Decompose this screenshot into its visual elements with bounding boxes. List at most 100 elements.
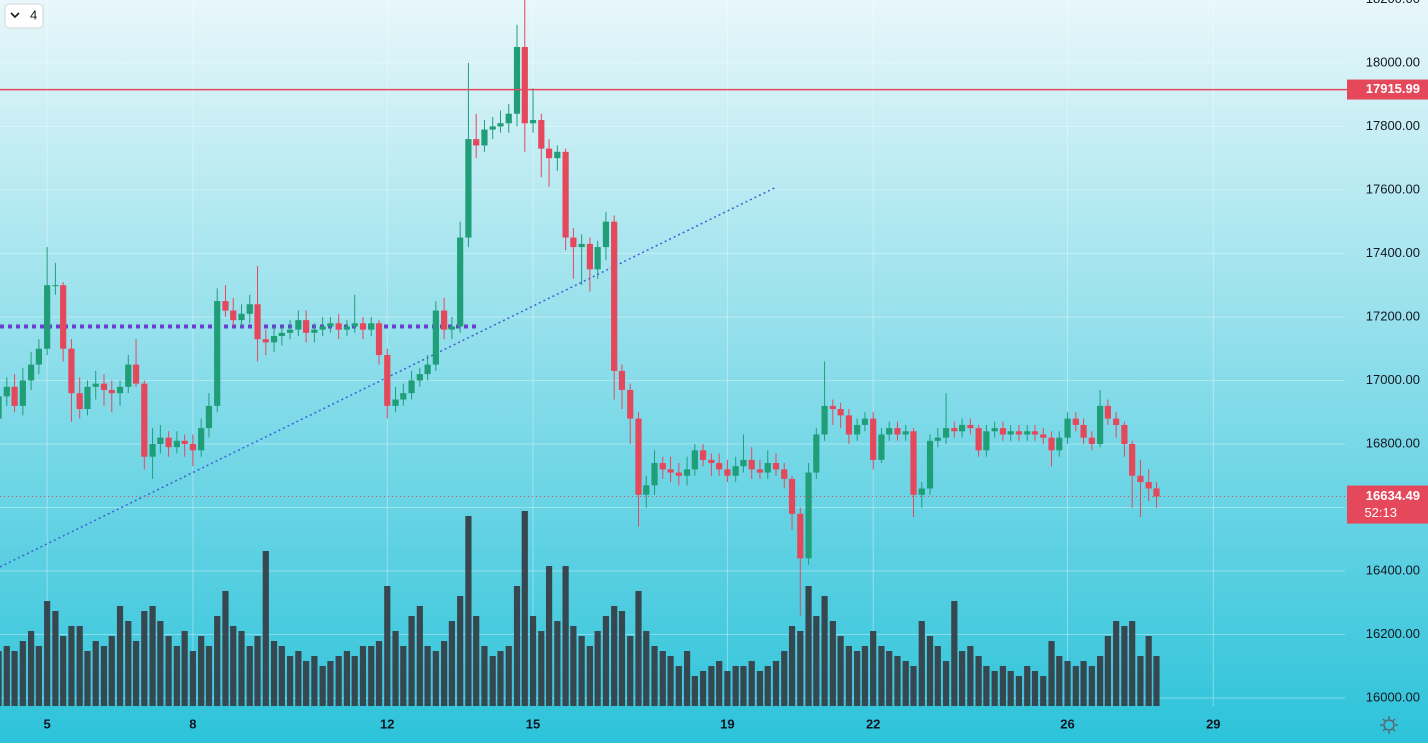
candle-body bbox=[983, 431, 990, 451]
candle-body bbox=[854, 424, 861, 435]
volume-bar bbox=[878, 646, 885, 706]
volume-bar bbox=[934, 646, 941, 706]
candle-body bbox=[886, 428, 893, 435]
volume-bar bbox=[594, 631, 601, 706]
candle-body bbox=[489, 126, 496, 130]
volume-bar bbox=[651, 646, 658, 706]
volume-bar bbox=[732, 666, 739, 706]
candle-body bbox=[967, 424, 974, 429]
candle-body bbox=[878, 434, 885, 460]
candle-body bbox=[375, 323, 383, 356]
candle-body bbox=[1153, 488, 1160, 497]
candle-body bbox=[125, 364, 132, 387]
volume-bar bbox=[1097, 656, 1104, 706]
volume-bar bbox=[894, 656, 901, 706]
volume-bar bbox=[837, 636, 844, 706]
volume-bar bbox=[295, 651, 302, 706]
y-tick-label: 16000.00 bbox=[1366, 689, 1420, 704]
volume-bar bbox=[618, 611, 626, 706]
volume-bar bbox=[999, 666, 1007, 706]
x-tick-label: 29 bbox=[1206, 716, 1220, 731]
candle-body bbox=[708, 459, 715, 464]
volume-bar bbox=[214, 616, 221, 706]
candle-body bbox=[311, 329, 318, 333]
candle-body bbox=[910, 431, 917, 495]
volume-bar bbox=[1121, 626, 1128, 706]
candle-body bbox=[132, 364, 140, 384]
volume-bar bbox=[1056, 656, 1063, 706]
volume-bar bbox=[772, 661, 780, 706]
y-tick-label: 17800.00 bbox=[1366, 118, 1420, 133]
alert-label: 17915.99 bbox=[1366, 81, 1420, 96]
candle-body bbox=[1048, 437, 1055, 451]
axis: 16000.0016200.0016400.0016600.0016800.00… bbox=[44, 0, 1428, 731]
button-box[interactable] bbox=[4, 3, 44, 29]
candle-body bbox=[165, 437, 172, 448]
candle-body bbox=[1080, 424, 1087, 438]
settings-icon[interactable] bbox=[1380, 716, 1398, 734]
y-tick-label: 18200.00 bbox=[1366, 0, 1420, 6]
candle-body bbox=[1072, 418, 1079, 425]
volume-bar bbox=[829, 621, 836, 706]
candle-body bbox=[1129, 443, 1136, 476]
candle-body bbox=[173, 440, 180, 448]
candle-body bbox=[108, 389, 115, 394]
volume-bar bbox=[181, 631, 188, 706]
candle-body bbox=[805, 472, 812, 559]
volume-bar bbox=[368, 646, 375, 706]
candle-body bbox=[189, 443, 197, 451]
candle-body bbox=[238, 313, 245, 321]
candle-body bbox=[1040, 434, 1047, 438]
volume-bar bbox=[35, 646, 42, 706]
volume-bar bbox=[262, 551, 269, 706]
toolbar-button[interactable]: 4 bbox=[4, 3, 44, 29]
candle-body bbox=[1137, 475, 1144, 483]
volume-bar bbox=[489, 656, 496, 706]
volume-bar bbox=[740, 666, 747, 706]
candle-body bbox=[691, 450, 698, 470]
candle-body bbox=[44, 285, 51, 349]
volume-bar bbox=[327, 661, 334, 706]
candle-body bbox=[667, 469, 674, 473]
candle-body bbox=[999, 428, 1007, 435]
candle-body bbox=[19, 380, 26, 406]
volume-bar bbox=[700, 671, 707, 706]
candle-body bbox=[181, 440, 188, 444]
candle-body bbox=[149, 443, 156, 457]
candle-body bbox=[351, 323, 358, 327]
volume-bar bbox=[432, 651, 439, 706]
volume-bar bbox=[254, 636, 261, 706]
candle-body bbox=[384, 355, 391, 406]
candle-body bbox=[1064, 418, 1071, 438]
candle-body bbox=[424, 364, 431, 375]
volume-bar bbox=[951, 601, 958, 706]
candle-body bbox=[327, 323, 334, 327]
chevron-icon bbox=[10, 12, 20, 19]
volume-bar bbox=[230, 626, 237, 706]
volume-bar bbox=[554, 621, 561, 706]
y-tick-label: 16800.00 bbox=[1366, 435, 1420, 450]
volume-bar bbox=[813, 616, 820, 706]
candle-body bbox=[205, 405, 213, 429]
volume-bar bbox=[926, 636, 934, 706]
volume-bar bbox=[991, 671, 998, 706]
volume-bar bbox=[384, 586, 391, 706]
candle-body bbox=[724, 469, 731, 476]
volume-bar bbox=[1145, 636, 1152, 706]
trend-line bbox=[0, 186, 778, 568]
candle-body bbox=[586, 243, 593, 270]
volume-bar bbox=[52, 611, 59, 706]
volume-bar bbox=[586, 646, 593, 706]
volume-bar bbox=[19, 641, 26, 706]
volume-bar bbox=[408, 616, 415, 706]
candle-body bbox=[1097, 405, 1104, 444]
volume-bar bbox=[521, 511, 528, 706]
candle-body bbox=[157, 437, 164, 444]
volume-bar bbox=[44, 601, 51, 706]
price-label: 16634.49 bbox=[1366, 488, 1420, 503]
candle-body bbox=[1088, 437, 1095, 444]
volume-bar bbox=[68, 626, 75, 706]
gear[interactable] bbox=[1383, 719, 1395, 731]
candle-body bbox=[473, 139, 480, 146]
